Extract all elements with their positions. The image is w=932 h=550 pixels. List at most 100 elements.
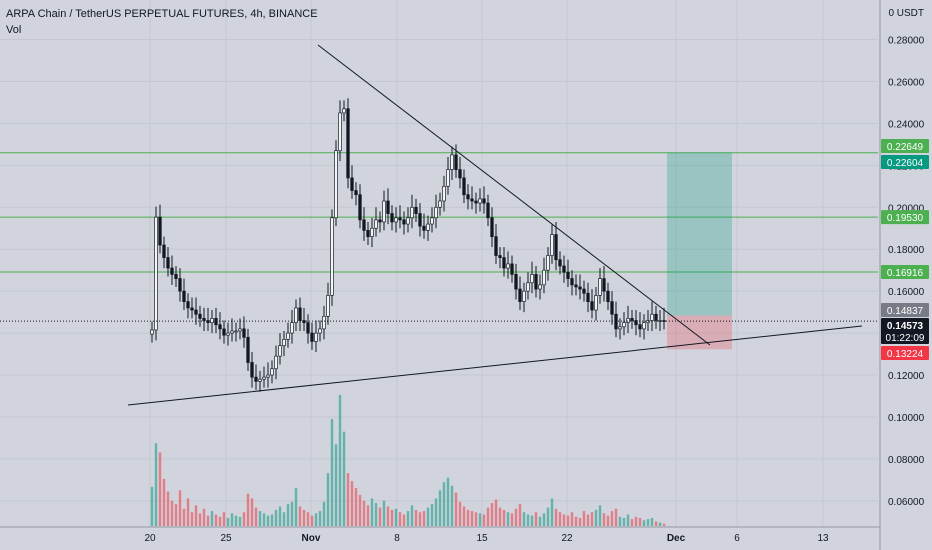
candle-body (626, 318, 630, 323)
candle-body (170, 267, 174, 275)
price-tag-level-3-bg (881, 264, 929, 279)
candle-body (242, 328, 246, 338)
volume-bar (626, 514, 630, 526)
candle-body (310, 332, 314, 342)
volume-bar (190, 512, 194, 526)
candle-body (354, 190, 358, 196)
candle-body (530, 274, 534, 284)
candle-body (378, 219, 382, 223)
volume-bar (402, 514, 406, 526)
date-tick-label: 22 (561, 533, 573, 544)
candle-body (182, 290, 186, 302)
volume-bar (326, 473, 330, 526)
volume-bar (502, 509, 506, 526)
volume-bar (438, 490, 442, 526)
candle-body (554, 234, 558, 261)
volume-bar (322, 501, 326, 526)
volume-bar (358, 494, 362, 526)
volume-bar (370, 498, 374, 526)
volume-bar (306, 512, 310, 526)
candle-body (286, 332, 290, 340)
volume-bar (210, 511, 214, 526)
volume-indicator-label[interactable]: Vol (6, 24, 22, 36)
candle-body (454, 154, 458, 170)
chart-title: ARPA Chain / TetherUS PERPETUAL FUTURES,… (6, 8, 318, 20)
ascending-trendline (127, 325, 863, 406)
candle-body (654, 313, 658, 321)
volume-bar (398, 512, 402, 526)
volume-bar (470, 511, 474, 526)
volume-bar (638, 517, 642, 526)
volume-bar (238, 516, 242, 526)
volume-bar (202, 508, 206, 526)
candle-body (466, 194, 470, 200)
price-tick-label: 0.08000 (888, 455, 925, 466)
candle-body (426, 223, 430, 231)
candle-body (446, 169, 450, 187)
volume-bar (658, 522, 662, 526)
volume-bar (530, 515, 534, 526)
candle-body (322, 315, 326, 330)
volume-bar (618, 516, 622, 526)
volume-bar (418, 512, 422, 526)
volume-bar (378, 507, 382, 526)
candle-body (582, 288, 586, 294)
candle-body (394, 217, 398, 223)
volume-bar (646, 519, 650, 526)
candle-body (162, 244, 166, 258)
candle-body (594, 295, 598, 311)
candle-body (522, 290, 526, 302)
price-tag-level-1-bg (881, 155, 929, 169)
candle-body (174, 274, 178, 279)
candle-body (598, 278, 602, 296)
bar-countdown: 01:22:09 (886, 333, 925, 344)
volume-bar (450, 485, 454, 526)
candle-body (330, 217, 334, 296)
candle-body (630, 318, 634, 321)
candle-body (386, 200, 390, 214)
candle-body (374, 219, 378, 229)
candle-body (186, 301, 190, 309)
candle-body (618, 326, 622, 330)
price-tag-level-2-bg (881, 210, 929, 225)
volume-bar (274, 509, 278, 526)
candle-body (254, 376, 258, 382)
volume-bar (650, 517, 654, 526)
candle-body (350, 177, 354, 191)
volume-bar (158, 452, 162, 526)
candle-body (486, 202, 490, 219)
candle-body (370, 227, 374, 237)
candle-body (154, 216, 158, 331)
volume-bar (362, 500, 366, 526)
volume-bar (430, 504, 434, 526)
candle-body (494, 236, 498, 256)
volume-bar (498, 507, 502, 526)
volume-bar (346, 473, 350, 526)
candle-body (278, 345, 282, 357)
candle-body (410, 206, 414, 219)
volume-bar (598, 505, 602, 526)
candle-body (382, 200, 386, 223)
candle-body (250, 362, 254, 378)
candle-body (222, 328, 226, 336)
volume-bar (490, 503, 494, 526)
candle-body (574, 284, 578, 288)
position-target-zone (667, 152, 732, 316)
candle-body (638, 324, 642, 330)
volume-bar (642, 520, 646, 526)
volume-bar (422, 511, 426, 526)
volume-bar (586, 514, 590, 526)
price-tick-label: 0.16000 (888, 287, 925, 298)
candle-body (406, 217, 410, 225)
volume-bar (474, 512, 478, 526)
candle-body (362, 219, 366, 231)
volume-bar (354, 488, 358, 526)
candle-body (462, 177, 466, 196)
candle-body (470, 198, 474, 202)
candle-body (266, 374, 270, 378)
price-tag-entry: 0.14837 (887, 306, 924, 317)
candle-body (430, 217, 434, 225)
volume-bar (526, 514, 530, 526)
